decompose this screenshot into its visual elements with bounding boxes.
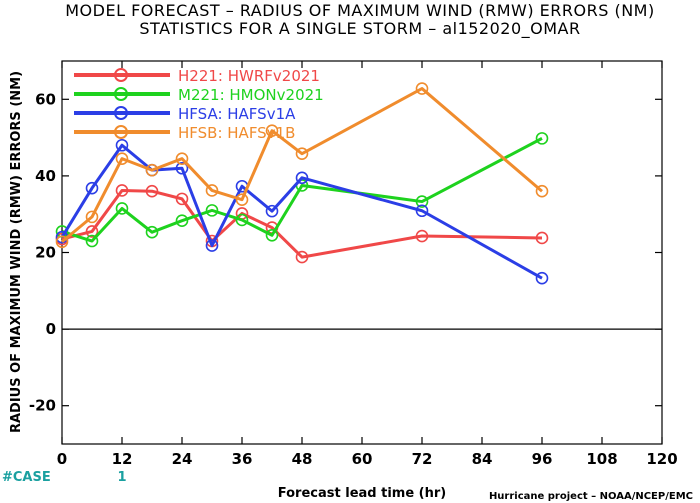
data-point [205,204,219,217]
legend-label: M221: HMONv2021 [178,86,324,104]
data-point [295,171,309,185]
x-tick-label: 120 [646,450,677,468]
series-line [61,137,543,243]
data-point [205,184,219,197]
data-point [265,124,279,138]
data-point [175,192,189,206]
x-tick-label: 36 [232,450,253,468]
x-tick-label: 96 [532,450,553,468]
case-counts: 1 [117,470,126,485]
data-point [535,271,549,285]
legend-label: HFSA: HAFSv1A [178,105,296,123]
series-line [60,143,543,280]
data-point [145,163,159,177]
data-point [415,195,429,208]
x-tick-label: 84 [472,450,493,468]
legend-item-2: HFSA: HAFSv1A [74,105,296,123]
data-point [145,225,159,239]
series-0 [55,184,549,264]
data-point [85,210,99,224]
x-axis-ticks: 0 12 24 36 48 60 72 84 96 108 120 [57,61,678,468]
case-count: 1 [117,470,126,485]
data-point [265,228,279,242]
y-tick-label: 20 [35,244,56,262]
x-tick-label: 108 [586,450,617,468]
data-point [415,204,429,218]
legend-marker [114,106,128,120]
x-tick-label: 60 [352,450,373,468]
x-tick-label: 48 [292,450,313,468]
y-tick-label: 40 [35,167,56,185]
data-point [415,82,429,95]
series-line [61,87,543,243]
legend-item-3: HFSB: HAFSv1B [74,124,295,142]
data-point [295,147,309,160]
legend-marker [114,87,128,101]
x-tick-label: 0 [57,450,67,468]
data-point [535,184,549,198]
y-tick-label: -20 [29,397,56,415]
x-tick-label: 12 [112,450,133,468]
data-point [115,202,129,215]
data-point [175,152,189,165]
legend-item-0: H221: HWRFv2021 [74,67,320,85]
plot-frame [61,60,663,445]
data-point [85,225,99,238]
legend-marker [114,68,128,82]
data-point [145,184,159,198]
series-line [61,188,543,259]
data-point [85,234,99,248]
data-point [175,161,189,175]
case-label: #CASE [2,470,51,485]
x-axis-label: Forecast lead time (hr) [278,486,446,501]
data-point [535,231,549,245]
series-layer [55,82,549,285]
y-tick-label: 60 [35,90,56,108]
legend-item-1: M221: HMONv2021 [74,86,324,104]
x-tick-label: 24 [172,450,193,468]
data-point [175,214,189,228]
data-point [85,181,99,195]
data-point [235,213,249,227]
legend-label: HFSB: HAFSv1B [178,124,295,142]
data-point [55,235,69,249]
data-point [295,250,309,264]
y-axis-ticks: -20 0 20 40 60 [29,90,662,415]
series-3 [55,82,549,249]
data-point [205,239,219,252]
data-point [235,193,249,206]
data-point [535,132,549,145]
chart-subtitle: STATISTICS FOR A SINGLE STORM – al152020… [139,19,580,39]
legend-marker [114,125,128,139]
credit-text: Hurricane project – NOAA/NCEP/EMC [489,491,693,502]
data-point [115,184,129,197]
x-tick-label: 72 [412,450,433,468]
y-tick-label: 0 [46,320,56,338]
data-point [265,204,279,218]
data-point [115,152,129,165]
y-axis-label: RADIUS OF MAXIMUM WIND (RMW) ERRORS (NM) [9,71,24,433]
legend-label: H221: HWRFv2021 [178,67,320,85]
data-point [415,229,429,243]
chart-title: MODEL FORECAST – RADIUS OF MAXIMUM WIND … [65,1,654,20]
data-point [115,138,129,152]
